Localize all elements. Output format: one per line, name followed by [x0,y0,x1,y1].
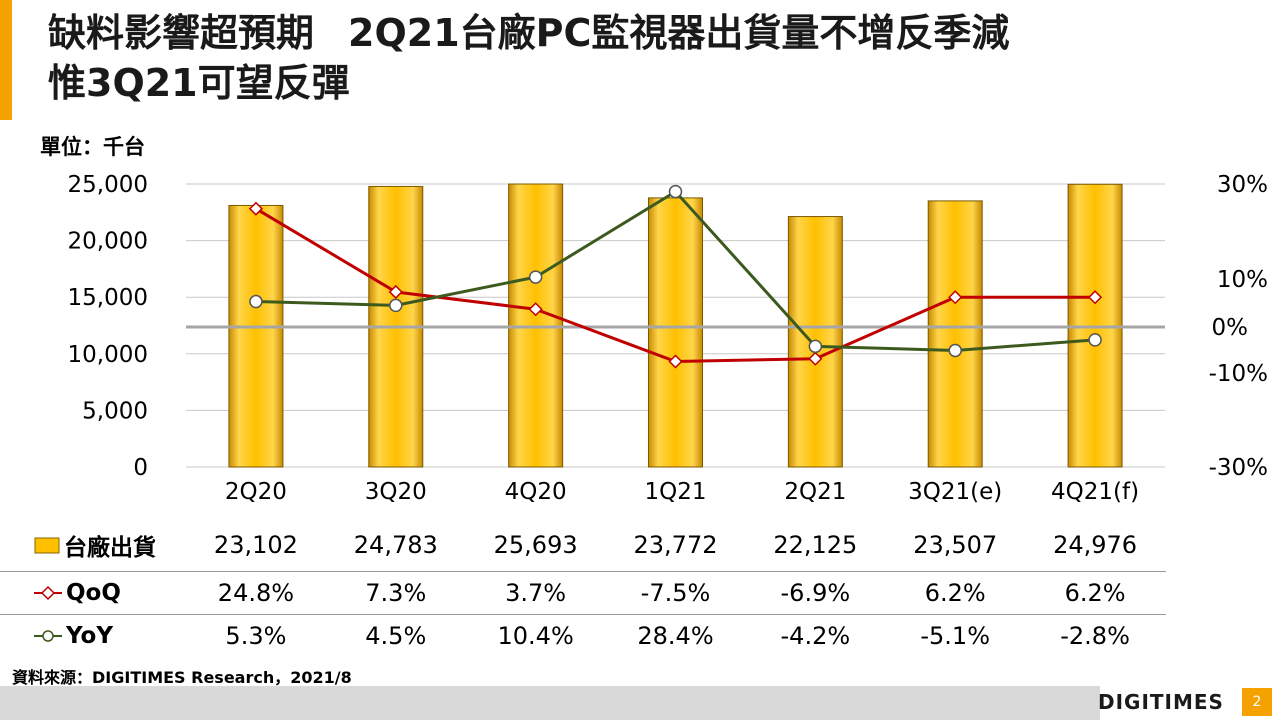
combo-chart: 0 5,000 10,000 15,000 20,000 25,000 -30% -10% 0… [68,172,1268,505]
shipment-value: 23,102 [213,531,298,559]
qoq-marker [248,201,263,216]
table-row-shipments: 台廠出貨 23,102 24,783 25,693 23,772 22,125 23,50… [0,524,1166,566]
right-axis-tick: 30% [1217,172,1268,198]
yoy-value: 28.4% [637,622,714,650]
right-axis-tick: 10% [1217,267,1268,293]
right-axis: -30% -10% 0% 10% 30% [1209,172,1268,481]
category-label: 4Q21(f) [1051,479,1139,505]
qoq-marker [808,351,823,366]
qoq-marker [528,302,543,317]
legend-yoy: YoY [34,615,113,657]
yoy-legend-icon [34,630,62,642]
legend-label-qoq: QoQ [66,580,121,606]
page-number: 2 [1242,688,1272,716]
qoq-value: 6.2% [924,579,986,607]
bar [228,204,284,468]
accent-bar [0,0,12,120]
shipment-value: 24,976 [1053,531,1138,559]
category-axis: 2Q20 3Q20 4Q20 1Q21 2Q21 3Q21(e) 4Q21(f) [225,479,1139,505]
category-label: 4Q20 [505,479,567,505]
legend-label-yoy: YoY [66,623,113,649]
yoy-value: 5.3% [225,622,287,650]
yoy-marker [808,339,823,354]
right-axis-tick: 0% [1212,315,1249,341]
yoy-marker [528,270,543,284]
unit-label: 單位：千台 [40,135,145,159]
bar [648,197,703,468]
yoy-value: -2.8% [1060,622,1130,650]
source-note: 資料來源：DIGITIMES Research，2021/8 [12,668,352,687]
title-line1-a: 缺料影響超預期 [48,11,315,55]
qoq-marker [668,354,683,369]
shipment-value: 23,507 [913,531,998,559]
bar-legend-icon [34,537,60,554]
category-label: 2Q21 [784,479,846,505]
qoq-marker [388,284,403,300]
title-line1-b: 2Q21台廠PC監視器出貨量不增反季減 [348,11,1010,55]
shipment-value: 24,783 [353,531,438,559]
digitimes-logo: DIGITIMES [1098,690,1224,714]
category-label: 3Q21(e) [908,479,1002,505]
bar [927,200,983,468]
legend-label-shipments: 台廠出貨 [64,535,156,561]
yoy-marker [389,298,403,313]
shipment-value: 23,772 [633,531,718,559]
qoq-value: -6.9% [780,579,851,607]
qoq-marker [948,290,963,305]
footer-bar [0,686,1100,720]
qoq-value: 7.3% [365,579,427,607]
qoq-value: 3.7% [505,579,567,607]
left-axis-tick: 25,000 [68,172,148,198]
left-axis-tick: 10,000 [68,342,148,368]
yoy-marker [948,343,962,358]
shipment-value: 22,125 [773,531,858,559]
category-label: 2Q20 [225,479,287,505]
category-label: 3Q20 [365,479,427,505]
yoy-value: -5.1% [920,622,991,650]
qoq-marker [1088,290,1103,305]
table-row-yoy: YoY 5.3% 4.5% 10.4% 28.4% -4.2% -5.1% -2.8% [0,614,1166,657]
line-series [248,184,1103,369]
qoq-legend-icon [34,585,62,601]
yoy-value: 10.4% [497,622,574,650]
title-line2: 惟3Q21可望反彈 [48,61,350,105]
table-row-qoq: QoQ 24.8% 7.3% 3.7% -7.5% -6.9% 6.2% 6.2% [0,571,1166,614]
yoy-marker [1088,333,1102,347]
left-axis-tick: 5,000 [82,398,148,424]
qoq-value: 24.8% [217,579,295,607]
yoy-value: -4.2% [780,622,851,650]
slide-title: 缺料影響超預期 2Q21台廠PC監視器出貨量不增反季減 惟3Q21可望反彈 [48,8,1268,108]
left-axis-tick: 0 [133,455,148,481]
right-axis-tick: -10% [1209,361,1268,387]
qoq-value: 6.2% [1064,579,1126,607]
legend-shipments: 台廠出貨 [34,524,156,566]
category-label: 1Q21 [644,479,706,505]
right-axis-tick: -30% [1209,455,1268,481]
yoy-marker [668,184,683,199]
legend-qoq: QoQ [34,572,121,614]
yoy-value: 4.5% [365,622,427,650]
qoq-value: -7.5% [640,579,711,607]
shipment-value: 25,693 [493,531,578,559]
yoy-marker [249,294,263,309]
left-axis: 0 5,000 10,000 15,000 20,000 25,000 [68,172,148,481]
left-axis-tick: 15,000 [68,285,148,311]
left-axis-tick: 20,000 [68,229,148,255]
